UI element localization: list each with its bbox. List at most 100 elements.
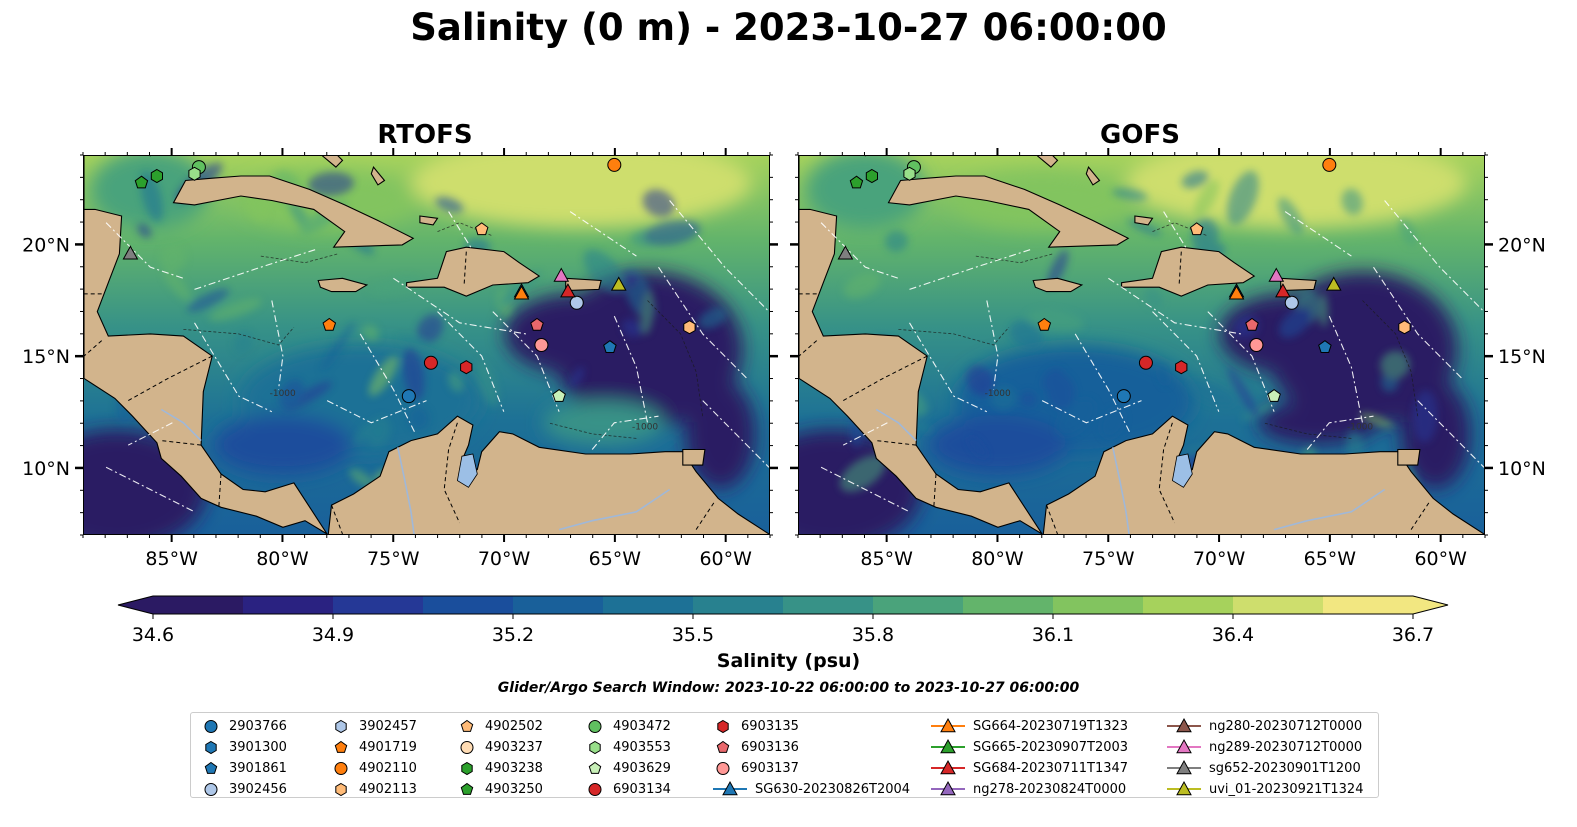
x-tick-label: 70°W <box>478 548 531 570</box>
salinity-map-gofs: -1000 -100 -1000 <box>799 156 1484 534</box>
legend-marker <box>1167 780 1201 796</box>
land-hispaniola <box>406 246 541 297</box>
legend-marker <box>713 780 747 796</box>
platform-4903250 <box>849 175 864 189</box>
y-tick-label: 20°N <box>1498 234 1546 256</box>
x-tick-label: 85°W <box>145 548 198 570</box>
x-tick-label: 60°W <box>699 548 752 570</box>
map-panel-gofs: -1000 -100 -1000 <box>798 155 1485 535</box>
colorbar-tick-label: 34.6 <box>132 624 174 646</box>
legend-marker <box>334 740 348 753</box>
platform-6903134 <box>1138 355 1153 370</box>
x-tick-label: 75°W <box>367 548 420 570</box>
salinity-map-rtofs: -1000 -100 -1000 <box>84 156 769 534</box>
legend-item: 4903472 <box>585 717 671 735</box>
legend-marker <box>716 762 730 775</box>
legend: 2903766 3901300 3901861 3902456 3902457 49017… <box>190 712 1379 798</box>
land-trinidad <box>1397 448 1421 466</box>
platform-SG684-20230711T1347 <box>1275 283 1291 298</box>
y-tick-label: 10°N <box>22 458 70 480</box>
colorbar-tick-label: 35.5 <box>672 624 714 646</box>
legend-label: SG665-20230907T2003 <box>973 739 1129 755</box>
land-jamaica <box>1032 277 1084 293</box>
legend-marker <box>335 782 347 797</box>
colorbar-tick-label: 35.2 <box>492 624 534 646</box>
legend-item: 6903137 <box>713 759 799 777</box>
land-bahamas2 <box>370 165 386 186</box>
platform-markers <box>837 156 1411 404</box>
legend-item: SG665-20230907T2003 <box>931 738 1128 756</box>
legend-marker <box>1167 717 1201 733</box>
platform-6903135 <box>460 360 473 375</box>
legend-item: uvi_01-20230921T1324 <box>1167 780 1363 798</box>
platform-ng289-20230712T0000 <box>553 267 570 282</box>
platform-6903134 <box>423 355 438 370</box>
colorbar-tick-label: 34.9 <box>312 624 354 646</box>
land-trinidad <box>682 448 706 466</box>
colorbar-segment <box>423 596 514 614</box>
x-tick-label: 65°W <box>589 548 642 570</box>
platform-4903553 <box>188 166 201 181</box>
legend-marker <box>460 782 474 795</box>
legend-marker <box>204 761 218 774</box>
legend-item: SG684-20230711T1347 <box>931 759 1128 777</box>
land-centralAmerica <box>799 156 1043 534</box>
legend-label: 6903134 <box>613 781 671 797</box>
legend-item: ng289-20230712T0000 <box>1167 738 1362 756</box>
platform-4902110 <box>1322 157 1337 172</box>
legend-marker <box>717 719 729 734</box>
legend-label: 3902457 <box>359 718 417 734</box>
legend-label: 4902110 <box>359 760 417 776</box>
legend-label: 3902456 <box>229 781 287 797</box>
platform-uvi_01-20230921T1324 <box>1325 276 1342 291</box>
legend-label: 6903136 <box>741 739 799 755</box>
legend-marker <box>1167 759 1201 775</box>
colorbar-segment <box>693 596 784 614</box>
colorbar-segment <box>603 596 694 614</box>
legend-label: ng278-20230824T0000 <box>973 781 1127 797</box>
legend-label: 4903237 <box>485 739 543 755</box>
platform-6903136 <box>1245 317 1259 331</box>
legend-marker <box>205 740 217 755</box>
legend-marker <box>334 762 348 775</box>
legend-label: 4903238 <box>485 760 543 776</box>
colorbar-segment <box>783 596 874 614</box>
colorbar-segment <box>1143 596 1234 614</box>
land <box>84 156 769 534</box>
land-bahamas3 <box>419 215 439 226</box>
legend-item: 3902457 <box>331 717 417 735</box>
legend-marker <box>716 740 730 753</box>
platform-4902113 <box>683 320 696 335</box>
search-window-text: Glider/Argo Search Window: 2023-10-22 06… <box>497 680 1080 696</box>
y-tick-label: 15°N <box>22 346 70 368</box>
platform-SG664-20230719T1323 <box>513 285 530 300</box>
colorbar-segment <box>1233 596 1324 614</box>
platform-6903135 <box>1175 360 1188 375</box>
isobath-label: -1000 <box>1347 422 1373 432</box>
panel-title-rtofs: RTOFS <box>377 120 473 150</box>
legend-marker <box>461 761 473 776</box>
legend-marker <box>588 783 602 796</box>
legend-item: 4903238 <box>457 759 543 777</box>
colorbar-segment <box>153 596 244 614</box>
colorbar-label: Salinity (psu) <box>716 650 861 672</box>
platform-SG664-20230719T1323 <box>1228 285 1245 300</box>
platform-markers <box>122 156 696 404</box>
y-tick-label: 20°N <box>22 234 70 256</box>
legend-item: ng280-20230712T0000 <box>1167 717 1362 735</box>
legend-item: 6903135 <box>713 717 799 735</box>
x-tick-label: 75°W <box>1082 548 1135 570</box>
land-bahamas2 <box>1085 165 1101 186</box>
land-centralAmerica <box>84 156 328 534</box>
legend-item: 4901719 <box>331 738 417 756</box>
legend-label: sg652-20230901T1200 <box>1209 760 1361 776</box>
land-hispaniola <box>1121 246 1256 297</box>
lake-maracaibo <box>1171 453 1193 488</box>
legend-label: 3901300 <box>229 739 287 755</box>
x-tick-label: 70°W <box>1193 548 1246 570</box>
land-southAmerica <box>1042 415 1484 534</box>
colorbar-tick-label: 35.8 <box>852 624 894 646</box>
land-puertoRico <box>565 277 602 292</box>
colorbar-tick-label: 36.4 <box>1212 624 1254 646</box>
platform-4903629 <box>552 388 566 402</box>
